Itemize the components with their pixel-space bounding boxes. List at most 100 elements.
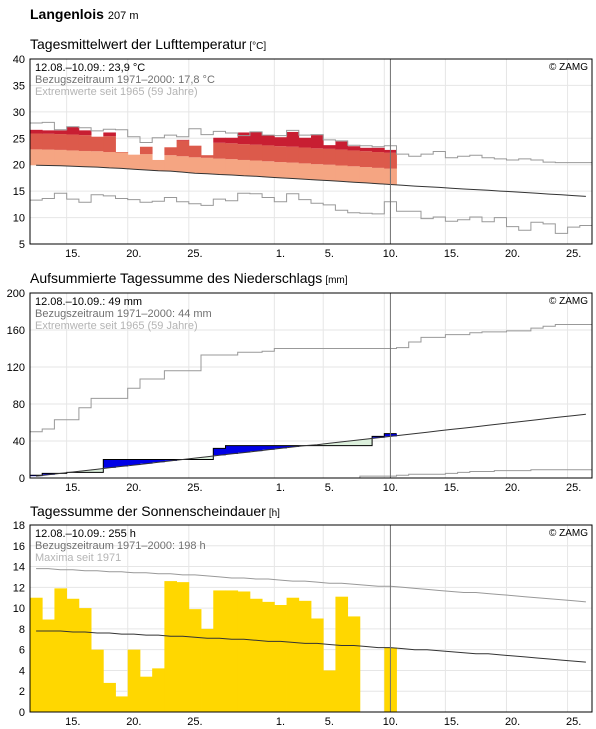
- sun-bar: [213, 590, 226, 712]
- precip-surplus-bar: [274, 445, 287, 449]
- precip-x-tick-label: 25.: [566, 482, 581, 494]
- temp-bar-high: [298, 137, 312, 148]
- precip-x-tick-label: 10.: [383, 482, 398, 494]
- temp-x-tick-label: 20.: [505, 248, 520, 260]
- temp-bar-mid: [201, 155, 214, 158]
- temp-bar-light: [152, 159, 165, 171]
- temp-bar-light: [298, 163, 312, 180]
- precip-x-tick-label: 15.: [65, 482, 80, 494]
- sun-bar: [66, 598, 80, 712]
- sun-y-tick-label: 16: [13, 541, 25, 553]
- sun-x-tick-label: 15.: [65, 716, 80, 728]
- temp-bar-light: [311, 164, 324, 181]
- precip-x-tick-label: 20.: [505, 482, 520, 494]
- temp-bar-mid: [323, 148, 336, 165]
- precip-surplus-bar: [213, 448, 226, 456]
- temp-bar-high: [225, 137, 239, 144]
- precip-surplus-bar: [372, 436, 385, 438]
- sun-bar: [262, 601, 275, 712]
- sun-bar: [176, 582, 190, 712]
- temp-y-tick-label: 30: [13, 107, 25, 119]
- precip-surplus-bar: [164, 459, 178, 461]
- precip-surplus-bar: [237, 445, 251, 453]
- temp-bar-mid: [274, 146, 287, 163]
- sun-x-tick-label: 25.: [187, 716, 202, 728]
- sun-bar: [164, 581, 178, 712]
- sun-y-tick-label: 8: [19, 624, 25, 636]
- sun-y-tick-label: 18: [13, 520, 25, 532]
- temp-bar-light: [30, 149, 43, 166]
- precip-surplus-bar: [262, 445, 275, 450]
- temp-bar-light: [42, 149, 55, 166]
- temp-bar-light: [103, 152, 116, 168]
- temp-bar-mid: [103, 136, 116, 153]
- precip-y-tick-label: 80: [13, 399, 25, 411]
- temp-bar-high: [262, 135, 275, 146]
- temp-bar-light: [164, 155, 178, 172]
- temp-y-tick-label: 40: [13, 54, 25, 66]
- temp-bar-high: [311, 135, 324, 149]
- temp-y-tick-label: 10: [13, 213, 25, 225]
- temp-bar-light: [286, 162, 300, 179]
- precip-surplus-bar: [286, 445, 300, 448]
- precip-deficit-bar: [78, 470, 92, 473]
- temp-bar-mid: [311, 148, 324, 165]
- temp-info-period: 12.08.–10.09.: 23,9 °C: [35, 62, 145, 74]
- precip-x-tick-label: 15.: [444, 482, 459, 494]
- precip-deficit-bar: [188, 458, 202, 460]
- temp-bar-light: [347, 166, 361, 183]
- precip-surplus-bar: [152, 459, 165, 463]
- temp-bar-light: [249, 160, 263, 177]
- sun-bar: [286, 597, 300, 712]
- temp-unit: [°C]: [249, 41, 267, 52]
- sun-x-tick-label: 25.: [566, 716, 581, 728]
- precip-x-tick-label: 5.: [325, 482, 334, 494]
- temp-bar-light: [225, 159, 239, 176]
- station-name: Langenlois: [30, 6, 104, 22]
- temp-bar-light: [213, 158, 226, 175]
- temp-title-text: Tagesmittelwert der Lufttemperatur: [30, 36, 247, 52]
- precip-deficit-bar: [359, 439, 373, 446]
- sun-bar: [103, 682, 116, 712]
- precip-deficit-bar: [335, 441, 349, 446]
- precip-title-text: Aufsummierte Tagessumme des Niederschlag…: [30, 270, 323, 286]
- temp-bar-light: [359, 167, 373, 183]
- sun-bar: [188, 609, 202, 712]
- temp-bar-mid: [347, 150, 361, 167]
- temp-y-tick-label: 25: [13, 133, 25, 145]
- temp-y-tick-label: 15: [13, 186, 25, 198]
- precip-surplus-bar: [127, 459, 141, 466]
- temp-y-tick-label: 35: [13, 80, 25, 92]
- sun-y-tick-label: 12: [13, 582, 25, 594]
- temp-normal-line: [36, 164, 586, 197]
- temp-bar-mid: [42, 133, 55, 150]
- precip-y-tick-label: 160: [7, 325, 25, 337]
- temp-bar-mid: [54, 134, 68, 150]
- sun-y-tick-label: 0: [19, 707, 25, 719]
- sun-bar: [30, 597, 43, 712]
- temp-x-tick-label: 5.: [325, 248, 334, 260]
- sun-y-tick-label: 14: [13, 562, 25, 574]
- station-header: Langenlois 207 m: [30, 6, 138, 22]
- temp-bar-high: [78, 130, 92, 136]
- temp-bar-light: [323, 164, 336, 181]
- sun-copyright: © ZAMG: [549, 528, 588, 539]
- temp-max-line: [30, 121, 592, 164]
- temp-bar-light: [78, 150, 92, 167]
- sun-y-tick-label: 2: [19, 686, 25, 698]
- precip-deficit-bar: [91, 469, 104, 473]
- sun-x-tick-label: 1.: [276, 716, 285, 728]
- sun-max-line: [36, 568, 586, 603]
- temp-bar-light: [262, 161, 275, 178]
- temp-min-line: [30, 192, 592, 234]
- temp-bar-high: [213, 137, 226, 143]
- temp-bar-mid: [188, 145, 202, 158]
- temp-bar-high: [66, 126, 80, 135]
- sun-bar: [139, 676, 153, 712]
- temp-bar-light: [201, 157, 214, 174]
- temp-bar-high: [359, 147, 373, 152]
- temp-bar-mid: [335, 149, 349, 166]
- temp-x-tick-label: 10.: [383, 248, 398, 260]
